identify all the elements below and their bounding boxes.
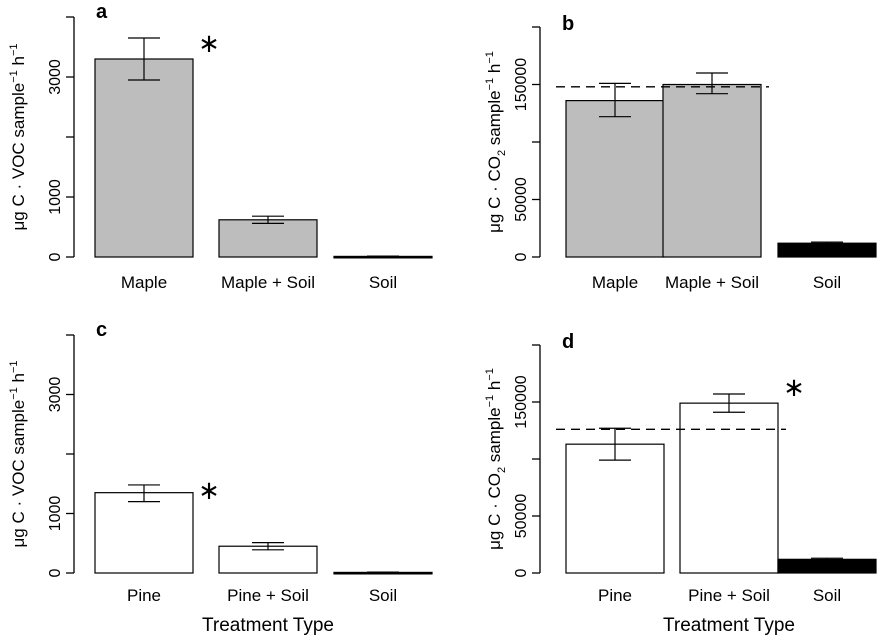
bar xyxy=(94,58,194,258)
significance-marker: ∗ xyxy=(198,28,220,58)
y-axis-label: μg C · VOC sample−1 h−1 xyxy=(8,43,28,230)
y-tick-label: 0 xyxy=(513,252,530,261)
y-axis-label-part: 2 xyxy=(496,150,508,156)
x-tick-label: Pine xyxy=(127,586,161,605)
y-axis-label-part: μg C · CO xyxy=(485,156,504,233)
panel-label: a xyxy=(96,1,108,23)
significance-marker: ∗ xyxy=(198,475,220,505)
x-tick-label: Pine xyxy=(598,586,632,605)
y-axis-label-part: sample xyxy=(485,407,504,467)
bar xyxy=(777,242,877,258)
x-tick-label: Maple + Soil xyxy=(221,273,315,292)
panel-label: d xyxy=(562,331,574,353)
bar xyxy=(662,83,762,258)
y-tick-label: 1000 xyxy=(47,179,64,215)
y-axis-label-part: −1 xyxy=(484,51,496,64)
x-tick-label: Maple + Soil xyxy=(665,273,759,292)
y-axis-label-part: μg C · VOC sample xyxy=(9,83,28,231)
x-axis-title: Treatment Type xyxy=(663,615,795,636)
bar xyxy=(565,99,665,258)
y-tick-label: 0 xyxy=(47,568,64,577)
x-tick-label: Maple xyxy=(592,273,638,292)
bar xyxy=(679,402,779,574)
y-axis-label-part: 2 xyxy=(496,467,508,473)
bar xyxy=(94,492,194,574)
y-axis-label-part: −1 xyxy=(484,368,496,381)
x-tick-label: Soil xyxy=(369,586,397,605)
y-axis-label: μg C · CO2 sample−1 h−1 xyxy=(484,368,508,550)
y-tick-label: 0 xyxy=(513,568,530,577)
x-axis-title: Treatment Type xyxy=(202,615,334,636)
y-tick-label: 3000 xyxy=(47,59,64,95)
y-axis-label-part: −1 xyxy=(8,43,20,56)
y-tick-label: 150000 xyxy=(513,375,530,428)
panel-label: c xyxy=(96,319,107,341)
y-axis-label-part: −1 xyxy=(484,395,496,408)
y-axis-label: μg C · VOC sample−1 h−1 xyxy=(8,360,28,547)
panel-label: b xyxy=(562,13,574,35)
y-axis-label-part: −1 xyxy=(8,387,20,400)
y-axis-label: μg C · CO2 sample−1 h−1 xyxy=(484,51,508,233)
y-axis-label-part: −1 xyxy=(484,78,496,91)
bar xyxy=(777,558,877,574)
bar xyxy=(218,219,318,258)
bar xyxy=(218,545,318,574)
y-axis-label-part: h xyxy=(9,56,28,70)
bar xyxy=(565,443,665,574)
y-tick-label: 1000 xyxy=(47,496,64,532)
y-axis-label-part: −1 xyxy=(8,360,20,373)
x-tick-label: Maple xyxy=(121,273,167,292)
x-tick-label: Soil xyxy=(813,586,841,605)
y-axis-label-part: −1 xyxy=(8,70,20,83)
y-axis-label-part: h xyxy=(9,373,28,387)
y-axis-label-part: μg C · CO xyxy=(485,473,504,550)
y-tick-label: 0 xyxy=(47,252,64,261)
y-tick-label: 50000 xyxy=(513,177,530,222)
y-axis-label-part: h xyxy=(485,381,504,395)
y-axis-label-part: μg C · VOC sample xyxy=(9,400,28,548)
y-axis-label-part: h xyxy=(485,64,504,78)
x-tick-label: Soil xyxy=(369,273,397,292)
x-tick-label: Pine + Soil xyxy=(688,586,770,605)
x-tick-label: Soil xyxy=(813,273,841,292)
x-tick-label: Pine + Soil xyxy=(227,586,309,605)
y-tick-label: 50000 xyxy=(513,494,530,539)
y-tick-label: 150000 xyxy=(513,58,530,111)
y-axis-label-part: sample xyxy=(485,90,504,150)
significance-marker: ∗ xyxy=(783,372,805,402)
y-tick-label: 3000 xyxy=(47,377,64,413)
